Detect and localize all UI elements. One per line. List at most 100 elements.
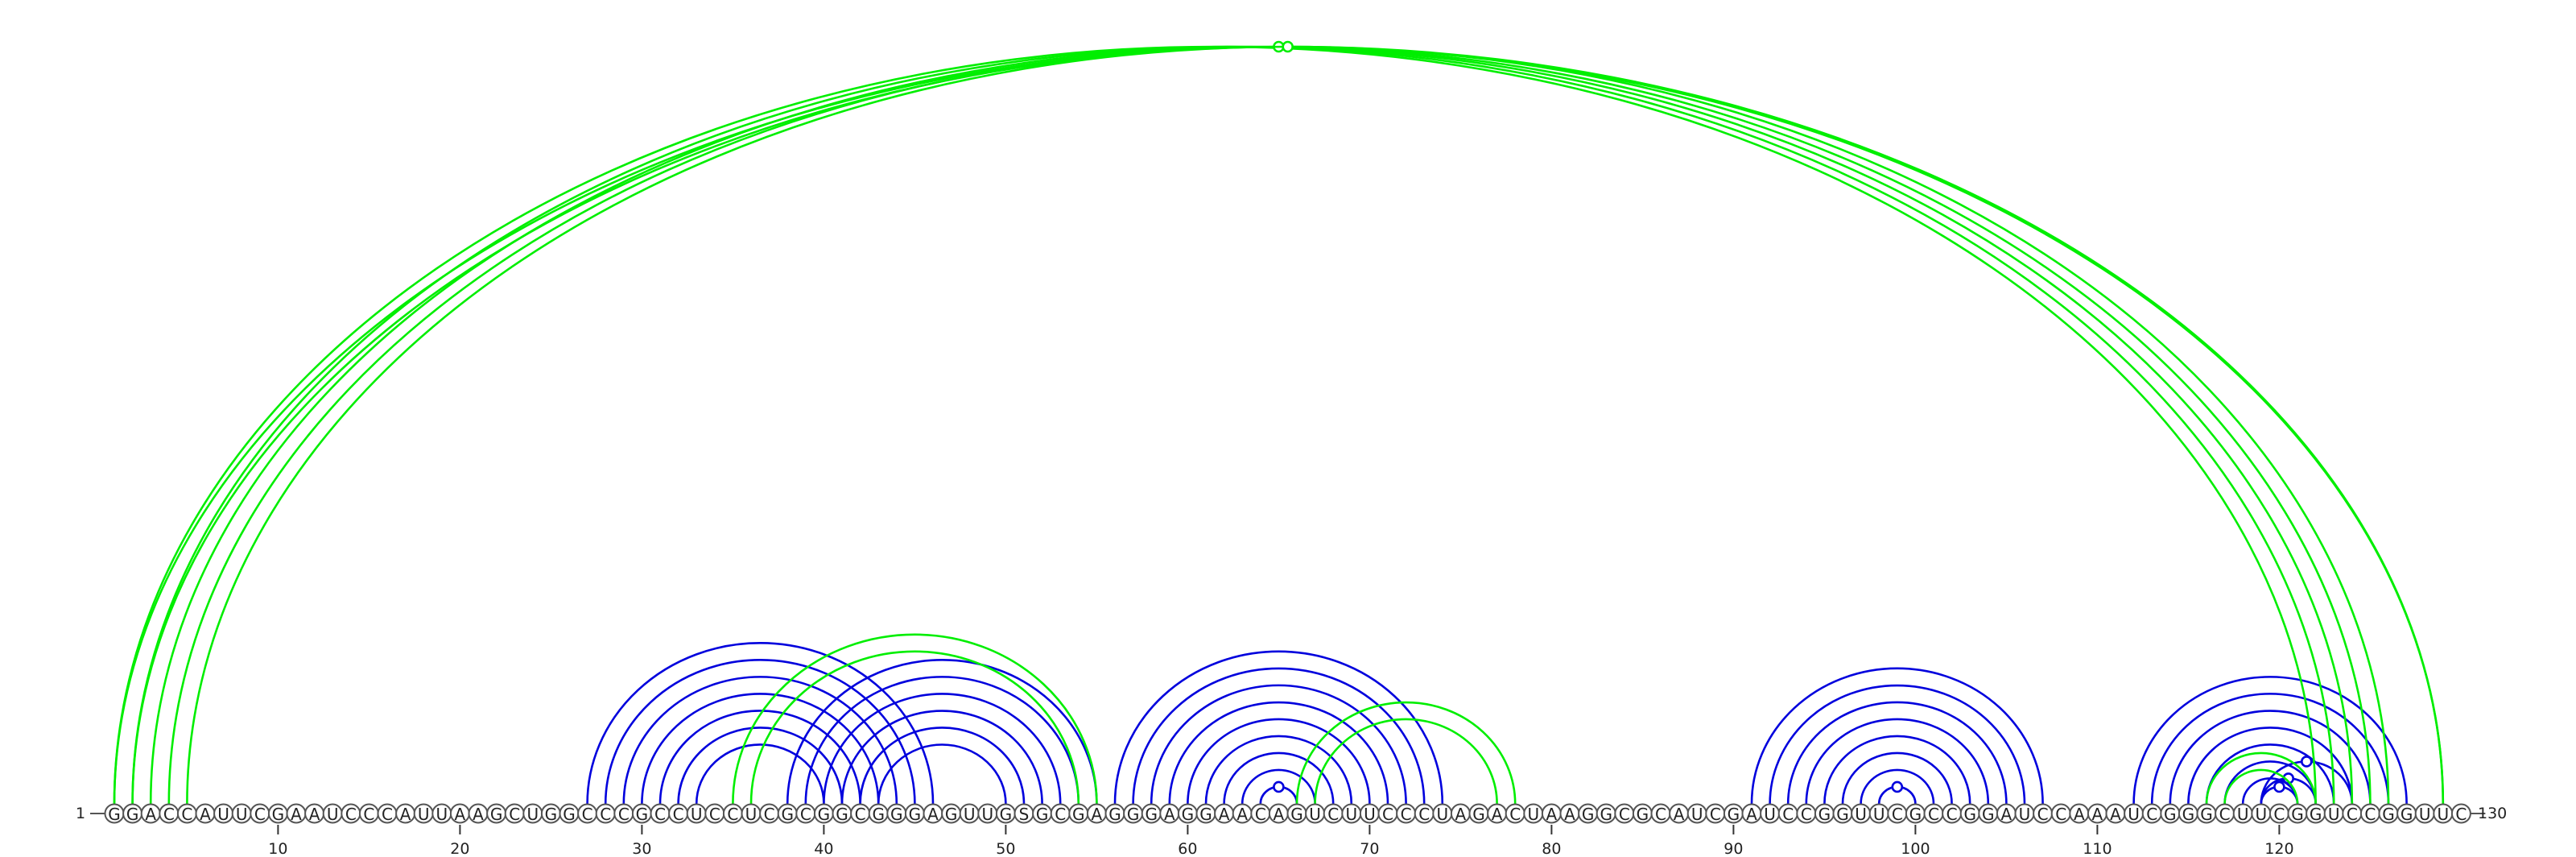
tick-label-100: 100 — [1901, 840, 1930, 857]
nucleotide: A — [1214, 803, 1235, 824]
nucleotide-letter: A — [455, 805, 466, 824]
pair-arc-92-106 — [1769, 684, 2026, 805]
nucleotide: C — [2050, 803, 2071, 824]
nucleotide: A — [1487, 803, 1508, 824]
nucleotide: G — [2178, 803, 2198, 824]
pair-arc-28-45 — [604, 659, 916, 805]
nucleotide-letter: C — [855, 805, 866, 824]
nucleotide: U — [959, 803, 980, 824]
nucleotide: A — [395, 803, 416, 824]
nucleotide-letter: C — [1382, 805, 1393, 824]
nucleotide: C — [1614, 803, 1635, 824]
pair-arc-41-52 — [840, 710, 1043, 805]
nucleotide-letter: A — [1164, 805, 1175, 824]
nucleotide: G — [1959, 803, 1980, 824]
nucleotide-letter: C — [709, 805, 720, 824]
nucleotide: G — [1286, 803, 1307, 824]
nucleotide: U — [1851, 803, 1872, 824]
nucleotide: C — [1777, 803, 1798, 824]
pair-arc-115-124 — [2187, 727, 2354, 805]
pair-arc-112-127 — [2132, 676, 2408, 805]
start-position-label: 1 — [76, 805, 85, 822]
nucleotide-letter: G — [1472, 805, 1485, 824]
nucleotide: C — [2033, 803, 2054, 824]
nucleotide-letter: G — [272, 805, 285, 824]
nucleotide: A — [1541, 803, 1562, 824]
nucleotide: U — [2323, 803, 2344, 824]
pair-arc-116-122 — [2205, 751, 2317, 805]
tick-label-40: 40 — [814, 840, 833, 857]
nucleotide-letter: A — [1092, 805, 1103, 824]
nucleotide-letter: G — [636, 805, 649, 824]
nucleotide-letter: G — [2401, 805, 2413, 824]
nucleotide: C — [650, 803, 671, 824]
nucleotide: C — [504, 803, 525, 824]
nucleotide-letter: A — [2092, 805, 2103, 824]
pair-arc-31-42 — [658, 710, 861, 805]
nucleotide-letter: U — [1873, 805, 1885, 824]
nucleotide-letter: C — [382, 805, 393, 824]
nucleotide-letter: C — [1055, 805, 1066, 824]
nucleotide-letter: G — [545, 805, 558, 824]
tick-label-70: 70 — [1360, 840, 1379, 857]
nucleotide: G — [2196, 803, 2217, 824]
nucleotide: C — [159, 803, 180, 824]
nucleotide-letter: C — [618, 805, 630, 824]
nucleotide-letter: C — [1327, 805, 1339, 824]
nucleotide-letter: U — [1436, 805, 1448, 824]
nucleotide-letter: C — [1619, 805, 1630, 824]
nucleotide: A — [468, 803, 489, 824]
nucleotide-letter: U — [217, 805, 229, 824]
nucleotide: U — [2414, 803, 2435, 824]
nucleotide-letter: G — [2164, 805, 2177, 824]
nucleotide: G — [995, 803, 1016, 824]
nucleotide: C — [613, 803, 634, 824]
pair-arc-113-126 — [2150, 693, 2390, 805]
nucleotide: G — [540, 803, 561, 824]
pair-arc-5-126 — [186, 45, 2390, 805]
nucleotide: G — [559, 803, 580, 824]
nucleotide-letter: G — [836, 805, 848, 824]
nucleotide: G — [1123, 803, 1144, 824]
nucleotide-letter: C — [2055, 805, 2066, 824]
nucleotide: C — [377, 803, 398, 824]
nucleotide-letter: C — [582, 805, 593, 824]
nucleotide-letter: G — [1000, 805, 1013, 824]
nucleotide-letter: C — [600, 805, 611, 824]
nucleotide: G — [2160, 803, 2181, 824]
nucleotide: U — [431, 803, 452, 824]
nucleotide: G — [1068, 803, 1089, 824]
nucleotide-letter: G — [1072, 805, 1085, 824]
nucleotide: A — [1450, 803, 1471, 824]
nucleotide-letter: U — [2019, 805, 2031, 824]
nucleotide-letter: G — [1199, 805, 1212, 824]
nucleotide-letter: U — [964, 805, 976, 824]
pair-arc-43-50 — [877, 743, 1007, 805]
nucleotide: U — [2251, 803, 2272, 824]
nucleotide-letter: C — [673, 805, 684, 824]
nucleotide-letter: G — [1290, 805, 1303, 824]
nucleotide-letter: U — [1309, 805, 1321, 824]
nucleotide-letter: G — [1145, 805, 1158, 824]
nucleotide-letter: C — [2219, 805, 2231, 824]
nucleotide-letter: G — [1818, 805, 1831, 824]
nucleotide: G — [1905, 803, 1926, 824]
nucleotide-letter: C — [1509, 805, 1521, 824]
tick-label-60: 60 — [1178, 840, 1197, 857]
nucleotide: C — [2359, 803, 2380, 824]
nucleotide: C — [1323, 803, 1344, 824]
nucleotide: C — [1923, 803, 1944, 824]
pair-arc-4-125 — [167, 45, 2372, 805]
nucleotide-letter: G — [490, 805, 503, 824]
nucleotide-letter: A — [1455, 805, 1467, 824]
nucleotide-letter: G — [1982, 805, 1995, 824]
nucleotide-letter: G — [945, 805, 958, 824]
nucleotide-letter: G — [2291, 805, 2304, 824]
nucleotide: G — [1578, 803, 1599, 824]
nucleotide: S — [1013, 803, 1034, 824]
pair-arc-40-53 — [823, 693, 1062, 805]
nucleotide: U — [1305, 803, 1326, 824]
nucleotide: C — [577, 803, 598, 824]
pair-arc-39-54 — [804, 676, 1080, 805]
nucleotide-letter: C — [2037, 805, 2049, 824]
